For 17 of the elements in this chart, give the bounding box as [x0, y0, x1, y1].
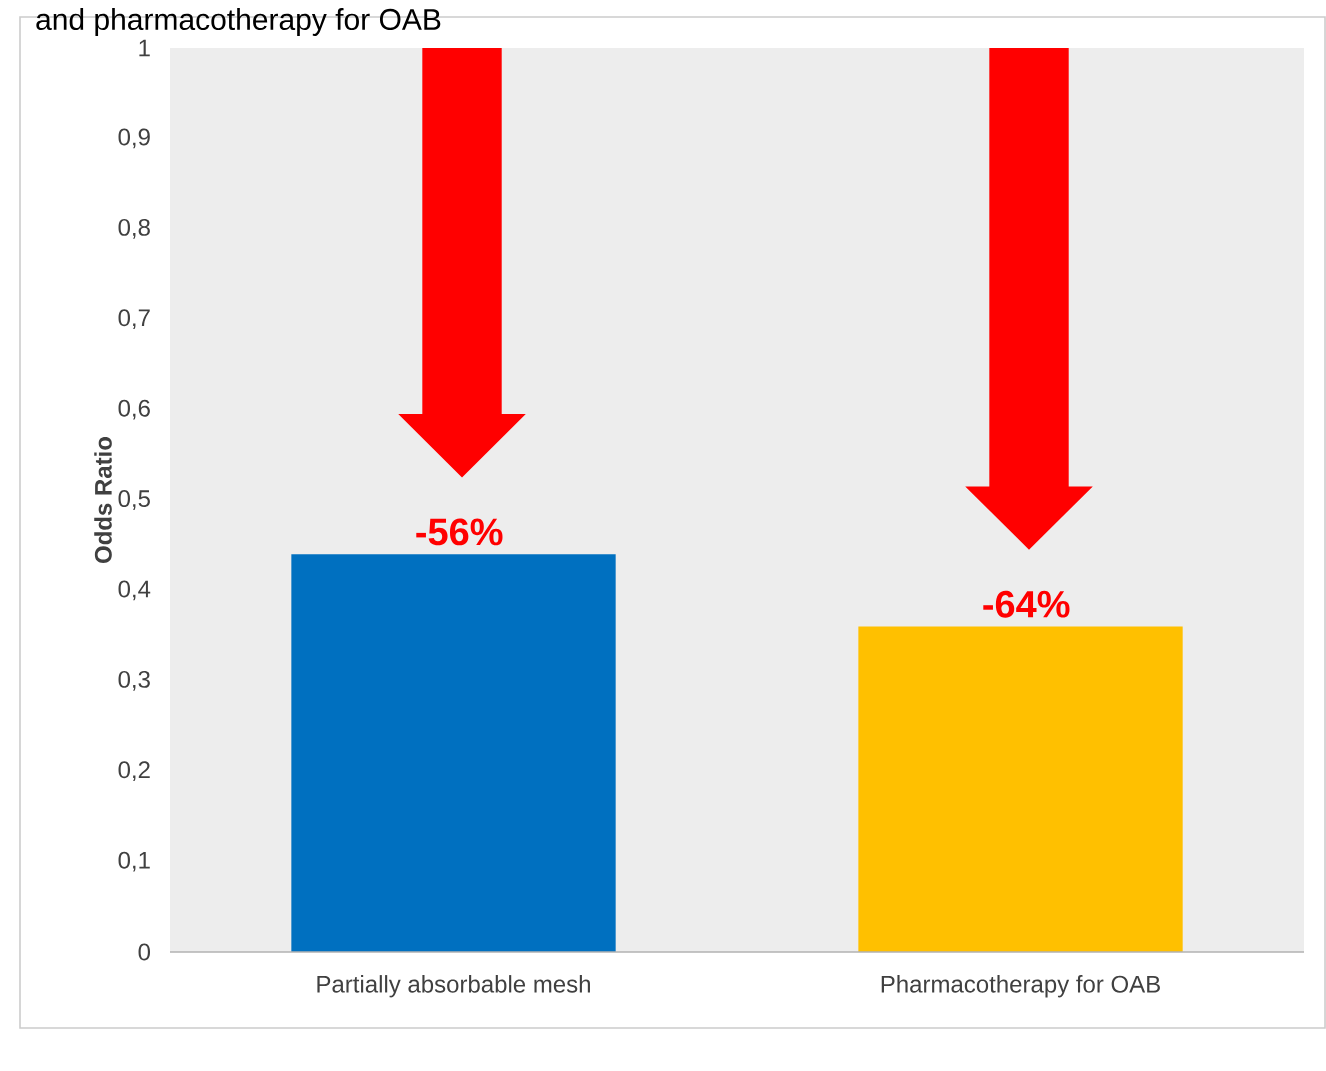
- chart-title: and pharmacotherapy for OAB: [36, 8, 441, 36]
- y-tick-label: 0,6: [118, 399, 150, 420]
- annotation: -56%: [416, 518, 503, 546]
- y-axis-title: Odds Ratio: [94, 436, 112, 564]
- y-tick-label: 0,8: [118, 218, 150, 239]
- y-tick-label: 0,3: [118, 670, 150, 691]
- y-tick-label: 0,9: [118, 128, 150, 149]
- x-tick-label: Pharmacotherapy for OAB: [881, 975, 1160, 998]
- y-tick-label: 0,1: [118, 851, 150, 872]
- y-tick-label: 0,7: [118, 309, 150, 330]
- y-tick-label: 0,2: [118, 761, 150, 782]
- y-tick-label: 1: [139, 39, 150, 57]
- y-tick-label: 0: [138, 943, 151, 961]
- y-tick-label: 0,5: [118, 490, 150, 510]
- y-tick-label: 0,4: [118, 580, 151, 601]
- x-tick-label: Partially absorbable mesh: [317, 975, 590, 998]
- annotation: -64%: [983, 590, 1070, 618]
